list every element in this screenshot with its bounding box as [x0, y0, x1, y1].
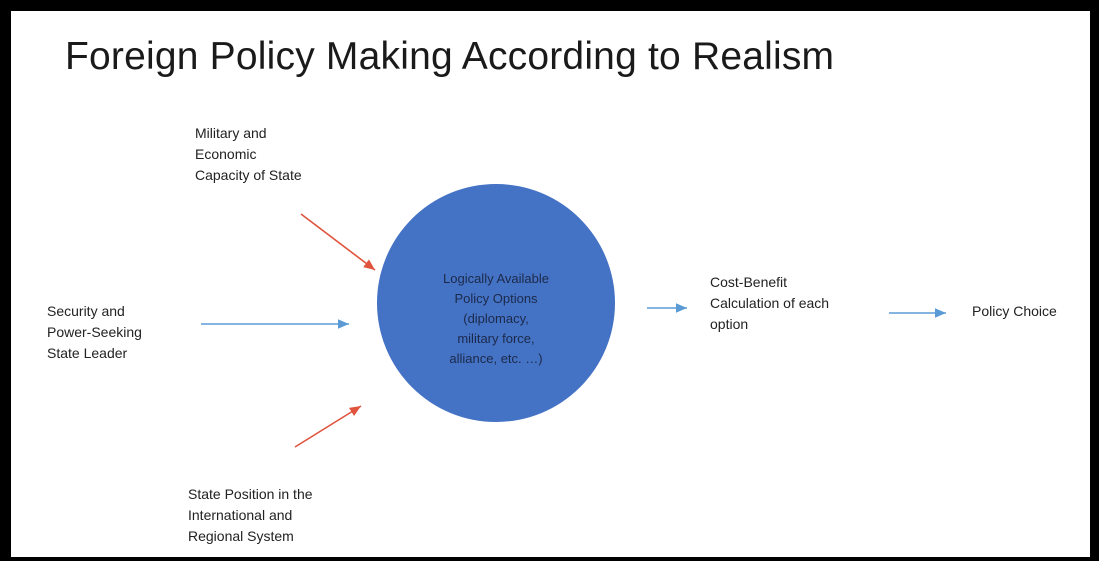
policy-options-circle — [377, 184, 615, 422]
node-state-position: State Position in the International and … — [188, 486, 313, 544]
arrow-military-to-options — [300, 213, 376, 271]
node-policy-choice: Policy Choice — [972, 303, 1057, 319]
node-cost-benefit: Cost-Benefit Calculation of each option — [710, 274, 830, 332]
node-state-leader: Security and Power-Seeking State Leader — [47, 303, 142, 361]
slide: Foreign Policy Making According to Reali… — [11, 11, 1090, 557]
node-military-capacity: Military and Economic Capacity of State — [195, 125, 302, 183]
arrow-position-to-options — [294, 405, 362, 448]
diagram-arrows — [201, 213, 946, 448]
slide-title: Foreign Policy Making According to Reali… — [65, 35, 835, 78]
node-policy-options: Logically Available Policy Options (dipl… — [443, 271, 549, 366]
